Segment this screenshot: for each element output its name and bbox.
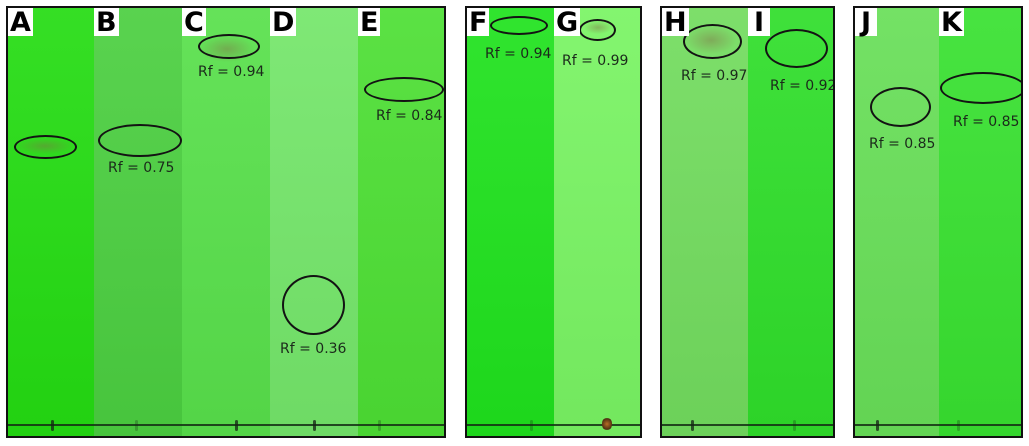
- lane-letter-j: J: [855, 8, 877, 37]
- rf-label-b: Rf = 0.75: [108, 160, 175, 176]
- origin-mark-j: [876, 420, 879, 431]
- spot-ring-j: [870, 87, 931, 127]
- lane-letter-c: C: [182, 8, 206, 38]
- origin-mark-a: [51, 420, 54, 431]
- lane-g: G Rf = 0.99: [554, 8, 640, 436]
- spot-ring-g: [579, 19, 616, 41]
- lane-letter-g: G: [554, 8, 581, 38]
- origin-mark-e: [378, 420, 381, 431]
- rf-label-d: Rf = 0.36: [280, 341, 347, 357]
- lane-a: A: [8, 8, 94, 436]
- rf-label-j: Rf = 0.85: [869, 136, 936, 152]
- spot-ring-h: [683, 24, 742, 59]
- origin-mark-k: [956, 420, 960, 431]
- lane-letter-k: K: [938, 8, 964, 38]
- lane-i: I Rf = 0.92: [748, 8, 833, 436]
- origin-mark-f: [530, 420, 533, 431]
- lane-h: H Rf = 0.97: [662, 8, 748, 436]
- lane-letter-f: F: [467, 8, 490, 38]
- origin-mark-b: [135, 420, 138, 431]
- origin-mark-h: [691, 420, 694, 431]
- lane-letter-d: D: [270, 8, 297, 38]
- spot-ring-k: [939, 72, 1021, 104]
- rf-label-c: Rf = 0.94: [198, 64, 265, 80]
- rf-label-e: Rf = 0.84: [376, 108, 443, 124]
- lane-b: B Rf = 0.75: [94, 8, 182, 436]
- tlc-panel-3: H Rf = 0.97 I Rf = 0.92: [660, 6, 835, 438]
- lane-letter-b: B: [94, 8, 119, 38]
- rf-label-g: Rf = 0.99: [562, 53, 629, 69]
- lane-c: C Rf = 0.94: [182, 8, 270, 436]
- spot-ring-d: [282, 275, 345, 335]
- tlc-panel-1: A B Rf = 0.75 C Rf = 0.94 D Rf = 0.36 E: [6, 6, 446, 438]
- origin-dot-g: [602, 417, 612, 431]
- rf-label-i: Rf = 0.92: [770, 78, 833, 94]
- lane-letter-i: I: [748, 8, 770, 37]
- lane-letter-e: E: [358, 8, 381, 38]
- origin-mark-d: [313, 420, 316, 431]
- tlc-panel-2: F Rf = 0.94 G Rf = 0.99: [465, 6, 642, 438]
- lane-j: J Rf = 0.85: [855, 8, 939, 436]
- rf-label-f: Rf = 0.94: [485, 46, 552, 62]
- lane-d: D Rf = 0.36: [270, 8, 358, 436]
- origin-mark-c: [235, 420, 238, 431]
- origin-mark-i: [793, 420, 796, 431]
- spot-ring-f: [490, 16, 548, 35]
- lane-k: K Rf = 0.85: [938, 8, 1021, 436]
- spot-ring-c: [198, 34, 260, 59]
- rf-label-h: Rf = 0.97: [681, 68, 748, 84]
- spot-ring-i: [765, 29, 828, 68]
- lane-f: F Rf = 0.94: [467, 8, 554, 436]
- spot-ring-b: [98, 124, 182, 157]
- lane-e: E Rf = 0.84: [358, 8, 444, 436]
- lane-letter-h: H: [662, 8, 689, 38]
- spot-ring-a: [14, 135, 77, 159]
- spot-ring-e: [364, 77, 444, 102]
- tlc-panel-4: J Rf = 0.85 K Rf = 0.85: [853, 6, 1023, 438]
- rf-label-k: Rf = 0.85: [952, 114, 1020, 130]
- lane-letter-a: A: [8, 8, 33, 38]
